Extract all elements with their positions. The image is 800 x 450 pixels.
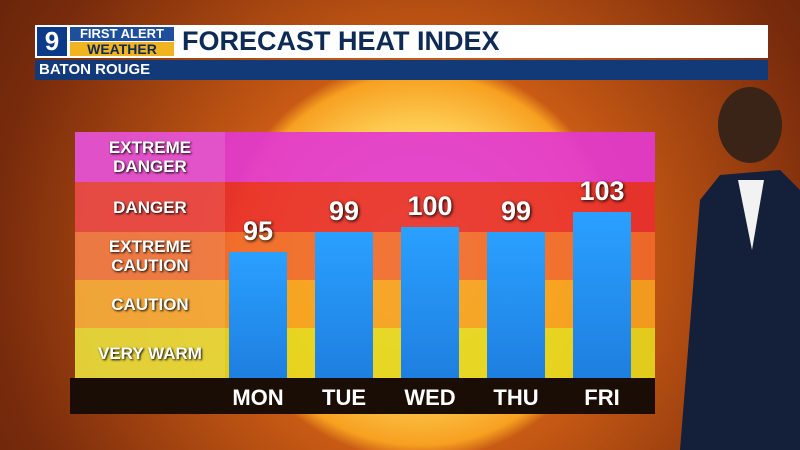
- value-label: 99: [500, 196, 532, 227]
- band-label: VERY WARM: [75, 328, 225, 378]
- brand-bottom: WEATHER: [70, 42, 174, 56]
- band-label: CAUTION: [75, 280, 225, 328]
- presenter: [680, 87, 800, 450]
- band: [75, 132, 655, 182]
- x-tick-label: MON: [232, 385, 284, 410]
- x-tick-label: TUE: [322, 385, 366, 410]
- logo: 9: [37, 27, 67, 56]
- bar: [315, 232, 373, 378]
- category-strip: [70, 378, 655, 414]
- x-tick-label: WED: [404, 385, 456, 410]
- value-label: 99: [328, 196, 360, 227]
- value-label: 103: [579, 176, 625, 207]
- brand-top: FIRST ALERT: [70, 27, 174, 41]
- bar: [229, 252, 287, 378]
- x-tick-label: THU: [493, 385, 539, 410]
- band-label: DANGER: [75, 182, 225, 232]
- chart-subtitle: BATON ROUGE: [35, 60, 768, 80]
- value-label: 95: [242, 216, 274, 247]
- chart-title: FORECAST HEAT INDEX: [182, 26, 500, 56]
- band: [75, 182, 655, 232]
- bar: [401, 227, 459, 378]
- x-tick-label: FRI: [584, 385, 620, 410]
- band-label: EXTREME CAUTION: [75, 232, 225, 280]
- bar: [487, 232, 545, 378]
- band-label: EXTREME DANGER: [75, 132, 225, 182]
- value-label: 100: [407, 191, 453, 222]
- bar: [573, 212, 631, 378]
